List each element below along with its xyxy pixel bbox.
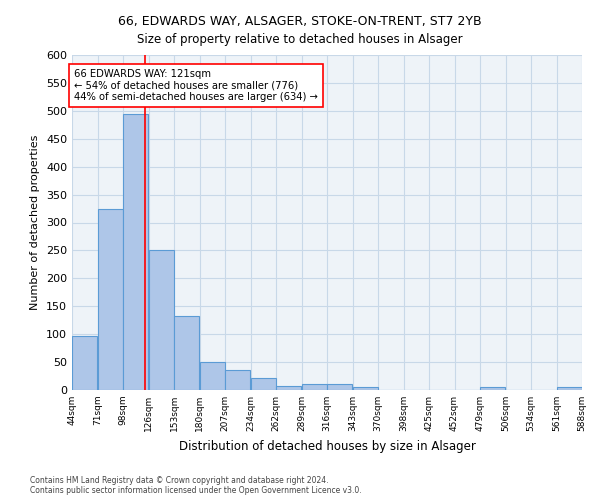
Bar — [149, 250, 173, 390]
Bar — [481, 387, 505, 390]
Text: Contains HM Land Registry data © Crown copyright and database right 2024.
Contai: Contains HM Land Registry data © Crown c… — [30, 476, 362, 495]
Bar — [98, 208, 122, 390]
Bar — [124, 114, 148, 390]
Bar — [302, 384, 326, 390]
Bar — [251, 378, 275, 390]
Bar — [328, 384, 352, 390]
X-axis label: Distribution of detached houses by size in Alsager: Distribution of detached houses by size … — [179, 440, 475, 452]
Bar — [226, 370, 250, 390]
Bar — [175, 316, 199, 390]
Bar — [277, 386, 301, 390]
Bar — [200, 362, 224, 390]
Bar — [73, 336, 97, 390]
Y-axis label: Number of detached properties: Number of detached properties — [31, 135, 40, 310]
Text: Size of property relative to detached houses in Alsager: Size of property relative to detached ho… — [137, 32, 463, 46]
Bar — [353, 386, 377, 390]
Text: 66 EDWARDS WAY: 121sqm
← 54% of detached houses are smaller (776)
44% of semi-de: 66 EDWARDS WAY: 121sqm ← 54% of detached… — [74, 69, 318, 102]
Bar — [557, 387, 581, 390]
Text: 66, EDWARDS WAY, ALSAGER, STOKE-ON-TRENT, ST7 2YB: 66, EDWARDS WAY, ALSAGER, STOKE-ON-TRENT… — [118, 15, 482, 28]
